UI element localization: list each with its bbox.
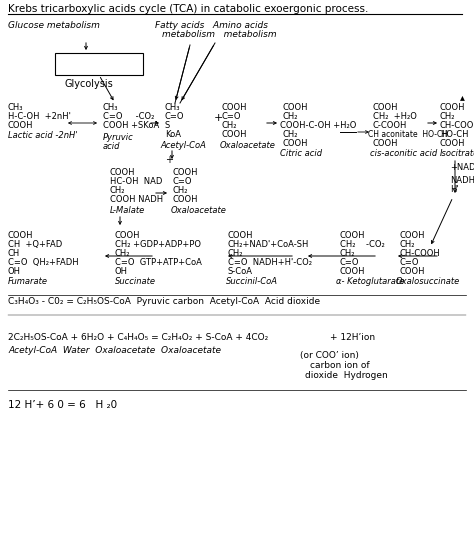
Text: Glucose metabolism: Glucose metabolism — [8, 21, 100, 30]
Text: acid: acid — [103, 142, 120, 151]
Text: OH: OH — [115, 267, 128, 276]
Text: HC-OH  NAD: HC-OH NAD — [110, 177, 163, 186]
Text: S: S — [165, 121, 170, 130]
Text: Oxalosuccinate: Oxalosuccinate — [396, 277, 460, 286]
Text: CH₂: CH₂ — [400, 240, 416, 249]
Text: 12 H’+ 6 0 = 6   H ₂0: 12 H’+ 6 0 = 6 H ₂0 — [8, 400, 117, 410]
Text: +: + — [165, 155, 173, 165]
Text: Krebs tricarboxylic acids cycle (TCA) in catabolic exoergonic process.: Krebs tricarboxylic acids cycle (TCA) in… — [8, 4, 368, 14]
Text: COOH: COOH — [440, 103, 465, 112]
Text: Fumarate: Fumarate — [8, 277, 48, 286]
Text: Acetyl-CoA  Water  Oxaloacetate  Oxaloacetate: Acetyl-CoA Water Oxaloacetate Oxaloaceta… — [8, 346, 221, 355]
Text: C=O: C=O — [165, 112, 184, 121]
Text: metabolism   metabolism: metabolism metabolism — [162, 30, 277, 39]
Text: Acetyl-CoA: Acetyl-CoA — [160, 141, 206, 150]
Text: CH-COOH: CH-COOH — [400, 249, 441, 258]
Text: CH aconitate  HO-CH: CH aconitate HO-CH — [368, 130, 448, 139]
Text: (or COO’ ion): (or COO’ ion) — [300, 351, 359, 360]
Text: C=O: C=O — [400, 258, 419, 267]
Text: COOH-C-OH +H₂O: COOH-C-OH +H₂O — [280, 121, 356, 130]
Text: Citric acid: Citric acid — [280, 149, 322, 158]
Text: + 12H’ion: + 12H’ion — [330, 333, 375, 342]
Text: COOH: COOH — [222, 103, 247, 112]
Text: COOH: COOH — [373, 103, 399, 112]
Text: L-Malate: L-Malate — [110, 206, 145, 215]
Text: C=O  GTP+ATP+CoA: C=O GTP+ATP+CoA — [115, 258, 202, 267]
Text: COOH: COOH — [115, 231, 140, 240]
Text: CH₂    -CO₂: CH₂ -CO₂ — [340, 240, 385, 249]
Text: COOH: COOH — [340, 267, 365, 276]
Text: CH₂+NAD'+CoA-SH: CH₂+NAD'+CoA-SH — [228, 240, 310, 249]
Text: CH₃: CH₃ — [165, 103, 181, 112]
Text: HO-CH: HO-CH — [440, 130, 468, 139]
Text: CH₂: CH₂ — [228, 249, 244, 258]
Text: CH₂ +GDP+ADP+PO: CH₂ +GDP+ADP+PO — [115, 240, 201, 249]
Text: C=O: C=O — [173, 177, 192, 186]
Text: CH₃: CH₃ — [8, 103, 24, 112]
Text: CH₂: CH₂ — [222, 121, 237, 130]
Text: 2C₂H₅OS-CoA + 6H₂O + C₄H₄O₅ = C₂H₄O₂ + S-CoA + 4CO₂: 2C₂H₅OS-CoA + 6H₂O + C₄H₄O₅ = C₂H₄O₂ + S… — [8, 333, 268, 342]
Text: CH-COOH: CH-COOH — [440, 121, 474, 130]
Bar — [55, 53, 143, 75]
Text: CH  +Q+FAD: CH +Q+FAD — [8, 240, 62, 249]
Text: Oxaloacetate: Oxaloacetate — [171, 206, 227, 215]
Text: COOH: COOH — [110, 168, 136, 177]
Text: Isocitrate: Isocitrate — [440, 149, 474, 158]
Text: +NAD': +NAD' — [450, 163, 474, 172]
Text: CH₂  +H₂O: CH₂ +H₂O — [373, 112, 417, 121]
Text: CH₂: CH₂ — [283, 130, 299, 139]
Text: COOH: COOH — [283, 139, 309, 148]
Text: COOH: COOH — [340, 231, 365, 240]
Text: Succinate: Succinate — [115, 277, 156, 286]
Text: NADH: NADH — [450, 176, 474, 185]
Text: CH₂: CH₂ — [173, 186, 189, 195]
Text: KoA: KoA — [165, 130, 181, 139]
Text: COOH: COOH — [228, 231, 254, 240]
Text: cis-aconitic acid: cis-aconitic acid — [370, 149, 437, 158]
Text: COOH: COOH — [173, 195, 199, 204]
Text: C=O  NADH+H'-CO₂: C=O NADH+H'-CO₂ — [228, 258, 312, 267]
Text: COOH: COOH — [400, 231, 426, 240]
Text: COOH +SKoA: COOH +SKoA — [103, 121, 159, 130]
Text: Oxaloacetate: Oxaloacetate — [220, 141, 276, 150]
Text: COOH: COOH — [283, 103, 309, 112]
Text: Glycolysis: Glycolysis — [65, 79, 114, 89]
Text: C₃H₄O₃ - C0₂ = C₂H₅OS-CoA  Pyruvic carbon  Acetyl-CoA  Acid dioxide: C₃H₄O₃ - C0₂ = C₂H₅OS-CoA Pyruvic carbon… — [8, 297, 320, 306]
Text: Succinil-CoA: Succinil-CoA — [226, 277, 278, 286]
Text: ▴: ▴ — [460, 92, 465, 102]
Text: CH₃: CH₃ — [103, 103, 118, 112]
Text: CH₂: CH₂ — [115, 249, 130, 258]
Text: carbon ion of: carbon ion of — [310, 361, 370, 370]
Text: CH₂: CH₂ — [440, 112, 456, 121]
Text: C=O  QH₂+FADH: C=O QH₂+FADH — [8, 258, 79, 267]
Text: C=O     -CO₂: C=O -CO₂ — [103, 112, 155, 121]
Text: C-COOH: C-COOH — [373, 121, 407, 130]
Text: COOH: COOH — [440, 139, 465, 148]
Text: COOH: COOH — [400, 267, 426, 276]
Text: COOH: COOH — [222, 130, 247, 139]
Text: C=O: C=O — [340, 258, 359, 267]
Text: CH₂: CH₂ — [110, 186, 126, 195]
Text: COOH NADH: COOH NADH — [110, 195, 163, 204]
Text: CH₂: CH₂ — [340, 249, 356, 258]
Text: +: + — [214, 113, 223, 123]
Text: OH: OH — [8, 267, 21, 276]
Text: Fatty acids   Amino acids: Fatty acids Amino acids — [155, 21, 268, 30]
Text: α- Ketoglutarate: α- Ketoglutarate — [336, 277, 404, 286]
Text: dioxide  Hydrogen: dioxide Hydrogen — [305, 371, 388, 380]
Text: CH₂: CH₂ — [283, 112, 299, 121]
Text: C=O: C=O — [222, 112, 241, 121]
Text: COOH: COOH — [8, 121, 34, 130]
Text: Pyruvic: Pyruvic — [103, 133, 134, 142]
Text: H-C-OH  +2nH': H-C-OH +2nH' — [8, 112, 71, 121]
Text: COOH: COOH — [8, 231, 34, 240]
Text: H': H' — [450, 185, 459, 194]
Text: COOH: COOH — [173, 168, 199, 177]
Text: S-CoA: S-CoA — [228, 267, 253, 276]
Text: Lactic acid -2nH': Lactic acid -2nH' — [8, 131, 78, 140]
Text: CH: CH — [8, 249, 20, 258]
Text: COOH: COOH — [373, 139, 399, 148]
